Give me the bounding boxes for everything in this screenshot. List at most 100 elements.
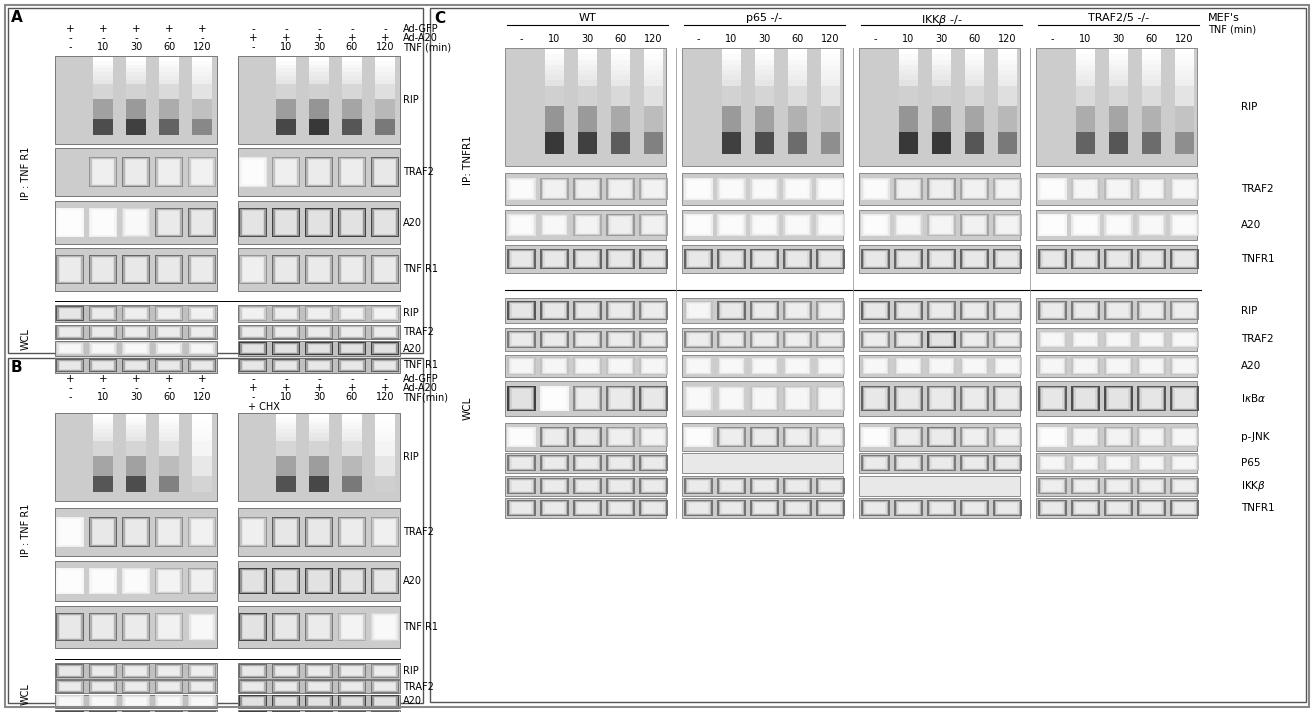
Bar [305,325,334,339]
Bar [55,613,84,641]
Bar [1041,502,1064,514]
Bar [159,472,179,477]
Bar [93,345,113,352]
Bar [899,430,918,444]
Bar [573,178,602,200]
Bar [1139,179,1164,199]
Bar [993,500,1022,516]
Bar [122,306,150,321]
Bar [126,570,146,592]
Bar [339,569,365,593]
Bar [1071,330,1100,348]
Bar [126,429,146,434]
Bar [188,256,217,283]
Bar [124,256,148,283]
Bar [543,429,566,445]
Bar [964,137,984,144]
Bar [8,358,423,703]
Bar [786,216,808,234]
Bar [340,682,363,691]
Bar [309,426,328,430]
Bar [192,68,212,73]
Bar [754,142,774,149]
Bar [238,201,399,244]
Bar [342,437,361,442]
Bar [1039,456,1066,470]
Bar [899,70,918,76]
Bar [689,181,708,197]
Bar [964,70,984,76]
Bar [995,302,1020,319]
Bar [60,616,80,638]
Text: 10: 10 [280,42,292,52]
Bar [276,159,296,184]
Bar [126,520,146,545]
Bar [376,92,394,97]
Bar [1109,430,1129,444]
Bar [545,217,564,233]
Bar [342,520,361,545]
Text: -: - [251,24,255,34]
Text: 60: 60 [163,42,175,52]
Bar [273,342,298,355]
Bar [1035,476,1197,496]
Bar [997,430,1017,444]
Bar [788,80,807,87]
Bar [1175,430,1194,444]
Bar [606,455,635,471]
Bar [59,210,81,235]
Bar [899,132,918,138]
Bar [342,61,361,66]
Bar [962,456,987,470]
Bar [895,330,922,348]
Bar [721,360,741,372]
Bar [1039,428,1066,446]
Bar [930,360,953,372]
Bar [306,681,331,692]
Bar [1171,301,1198,320]
Bar [126,683,146,690]
Bar [611,458,631,468]
Bar [543,216,566,234]
Bar [156,307,181,320]
Bar [342,111,361,116]
Bar [997,117,1017,123]
Bar [159,130,179,135]
Bar [541,501,568,515]
Bar [376,441,394,446]
Bar [1141,333,1163,347]
Bar [192,57,212,62]
Bar [578,132,598,138]
Bar [820,303,842,318]
Bar [511,430,531,444]
Bar [373,682,397,691]
Bar [511,252,531,266]
Bar [932,85,951,92]
Bar [159,480,179,485]
Bar [788,142,807,149]
Bar [309,76,328,81]
Text: -: - [384,374,386,384]
Bar [932,106,951,112]
Bar [93,328,113,335]
Bar [928,330,955,348]
Bar [606,330,635,348]
Bar [376,211,394,234]
Bar [640,178,668,200]
Bar [687,333,710,347]
Bar [721,132,741,138]
Bar [155,306,183,321]
Bar [997,90,1017,97]
Bar [276,92,296,97]
Bar [1109,117,1129,123]
Bar [721,96,741,102]
Bar [92,159,114,186]
Bar [191,360,213,370]
Text: TRAF2: TRAF2 [403,327,434,337]
Bar [239,209,267,236]
Bar [1173,389,1196,409]
Bar [929,302,954,319]
Bar [376,437,394,442]
Bar [932,142,951,149]
Bar [242,615,264,639]
